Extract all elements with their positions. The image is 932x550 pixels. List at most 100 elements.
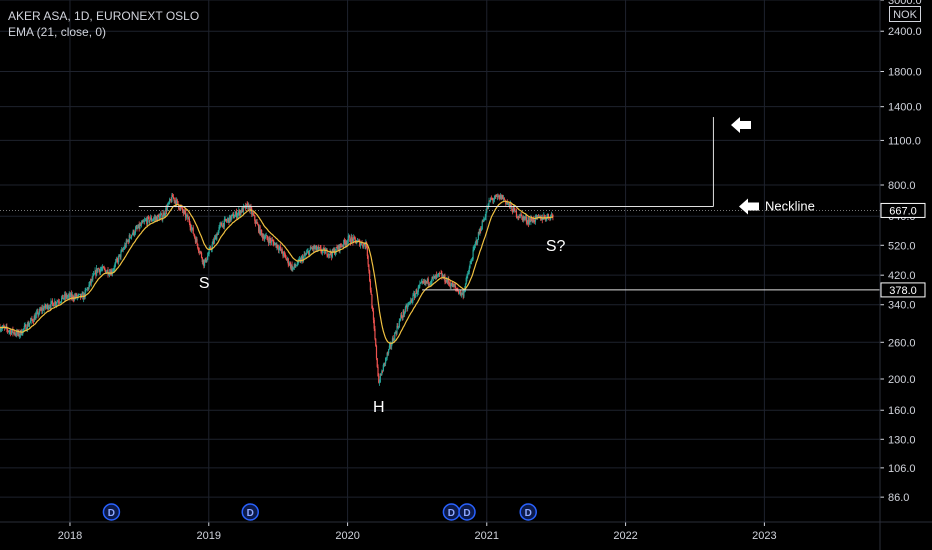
candle-body (81, 293, 83, 295)
candle-body (400, 315, 402, 320)
candle-body (445, 279, 448, 283)
candle-body (208, 249, 210, 254)
currency-badge[interactable]: NOK (889, 6, 921, 22)
candle-body (542, 218, 544, 220)
candle-body (454, 286, 457, 289)
candle-body (135, 227, 137, 229)
candle-body (496, 195, 498, 197)
candle-body (509, 203, 511, 207)
candle-body (153, 217, 155, 219)
candle-body (15, 334, 17, 336)
candle-body (3, 325, 5, 328)
candle-body (209, 247, 211, 250)
x-tick-label: 2020 (335, 530, 359, 542)
candle-body (148, 217, 150, 222)
candle-body (101, 268, 103, 270)
y-tick-label: 130.0 (888, 434, 916, 446)
candle-body (227, 218, 229, 220)
candle-body (458, 290, 460, 294)
candle-body (506, 202, 508, 204)
candle-body (295, 265, 297, 267)
candle-body (410, 300, 413, 302)
candle-body (111, 270, 113, 274)
candle-body (16, 331, 19, 334)
candle-body (91, 279, 93, 280)
candle-body (260, 230, 262, 235)
candle-body (124, 245, 126, 249)
candle-body (56, 301, 58, 304)
candle-body (26, 323, 28, 330)
candle-body (318, 247, 321, 249)
candle-body (47, 304, 49, 310)
candle-body (223, 223, 225, 227)
candle-body (324, 250, 327, 254)
candle-body (484, 217, 486, 220)
candle-body (353, 237, 356, 238)
candle-body (290, 264, 292, 268)
candle-body (48, 307, 50, 310)
candle-body (200, 251, 202, 253)
candle-body (57, 301, 60, 303)
candle-body (64, 294, 66, 299)
candle-body (100, 269, 102, 271)
candle-body (231, 214, 233, 217)
candle-body (133, 230, 135, 235)
candle-body (385, 358, 387, 364)
candle-body (29, 320, 32, 323)
candle-body (399, 319, 401, 321)
candle-body (326, 249, 328, 256)
candle-body (79, 293, 81, 295)
symbol-title[interactable]: AKER ASA, 1D, EURONEXT OSLO (8, 9, 200, 23)
candle-body (211, 244, 213, 250)
candle-body (522, 216, 524, 221)
candle-body (308, 250, 311, 256)
candle-body (18, 331, 20, 337)
candle-body (238, 210, 240, 213)
candle-body (539, 215, 541, 218)
candle-body (213, 238, 216, 243)
candle-body (304, 254, 306, 256)
candle-body (55, 303, 57, 305)
candle-body (458, 292, 460, 294)
candle-body (181, 207, 183, 209)
candle-body (292, 268, 294, 271)
candle-body (431, 277, 433, 282)
candle-body (403, 311, 405, 315)
candle-body (378, 382, 381, 384)
ema-legend[interactable]: EMA (21, close, 0) (8, 25, 107, 39)
candle-body (356, 242, 358, 244)
dividend-marker-label: D (448, 508, 455, 519)
candle-body (224, 218, 226, 220)
candle-body (92, 273, 95, 276)
candle-body (254, 220, 257, 224)
candle-body (535, 215, 537, 217)
candle-body (457, 290, 459, 292)
candle-body (145, 219, 147, 221)
candle-body (337, 244, 340, 250)
candle-body (264, 235, 267, 238)
candle-body (370, 290, 372, 295)
candle-body (170, 200, 172, 202)
candle-body (159, 216, 161, 220)
candle-body (229, 215, 231, 223)
candle-body (257, 223, 259, 225)
candle-body (455, 288, 457, 290)
candle-body (391, 344, 393, 347)
candle-body (259, 226, 261, 235)
candle-body (349, 236, 351, 242)
candle-body (423, 280, 426, 283)
dividend-marker-icon (458, 503, 476, 521)
candle-body (70, 293, 72, 298)
candle-body (525, 216, 527, 222)
candle-body (198, 250, 200, 253)
candle-body (263, 236, 265, 240)
candle-body (336, 247, 338, 248)
candle-body (261, 230, 263, 234)
candle-body (182, 210, 184, 214)
candle-body (292, 267, 295, 269)
candle-body (97, 268, 99, 272)
candle-body (197, 248, 200, 251)
candle-body (168, 202, 170, 204)
candle-body (448, 279, 450, 283)
